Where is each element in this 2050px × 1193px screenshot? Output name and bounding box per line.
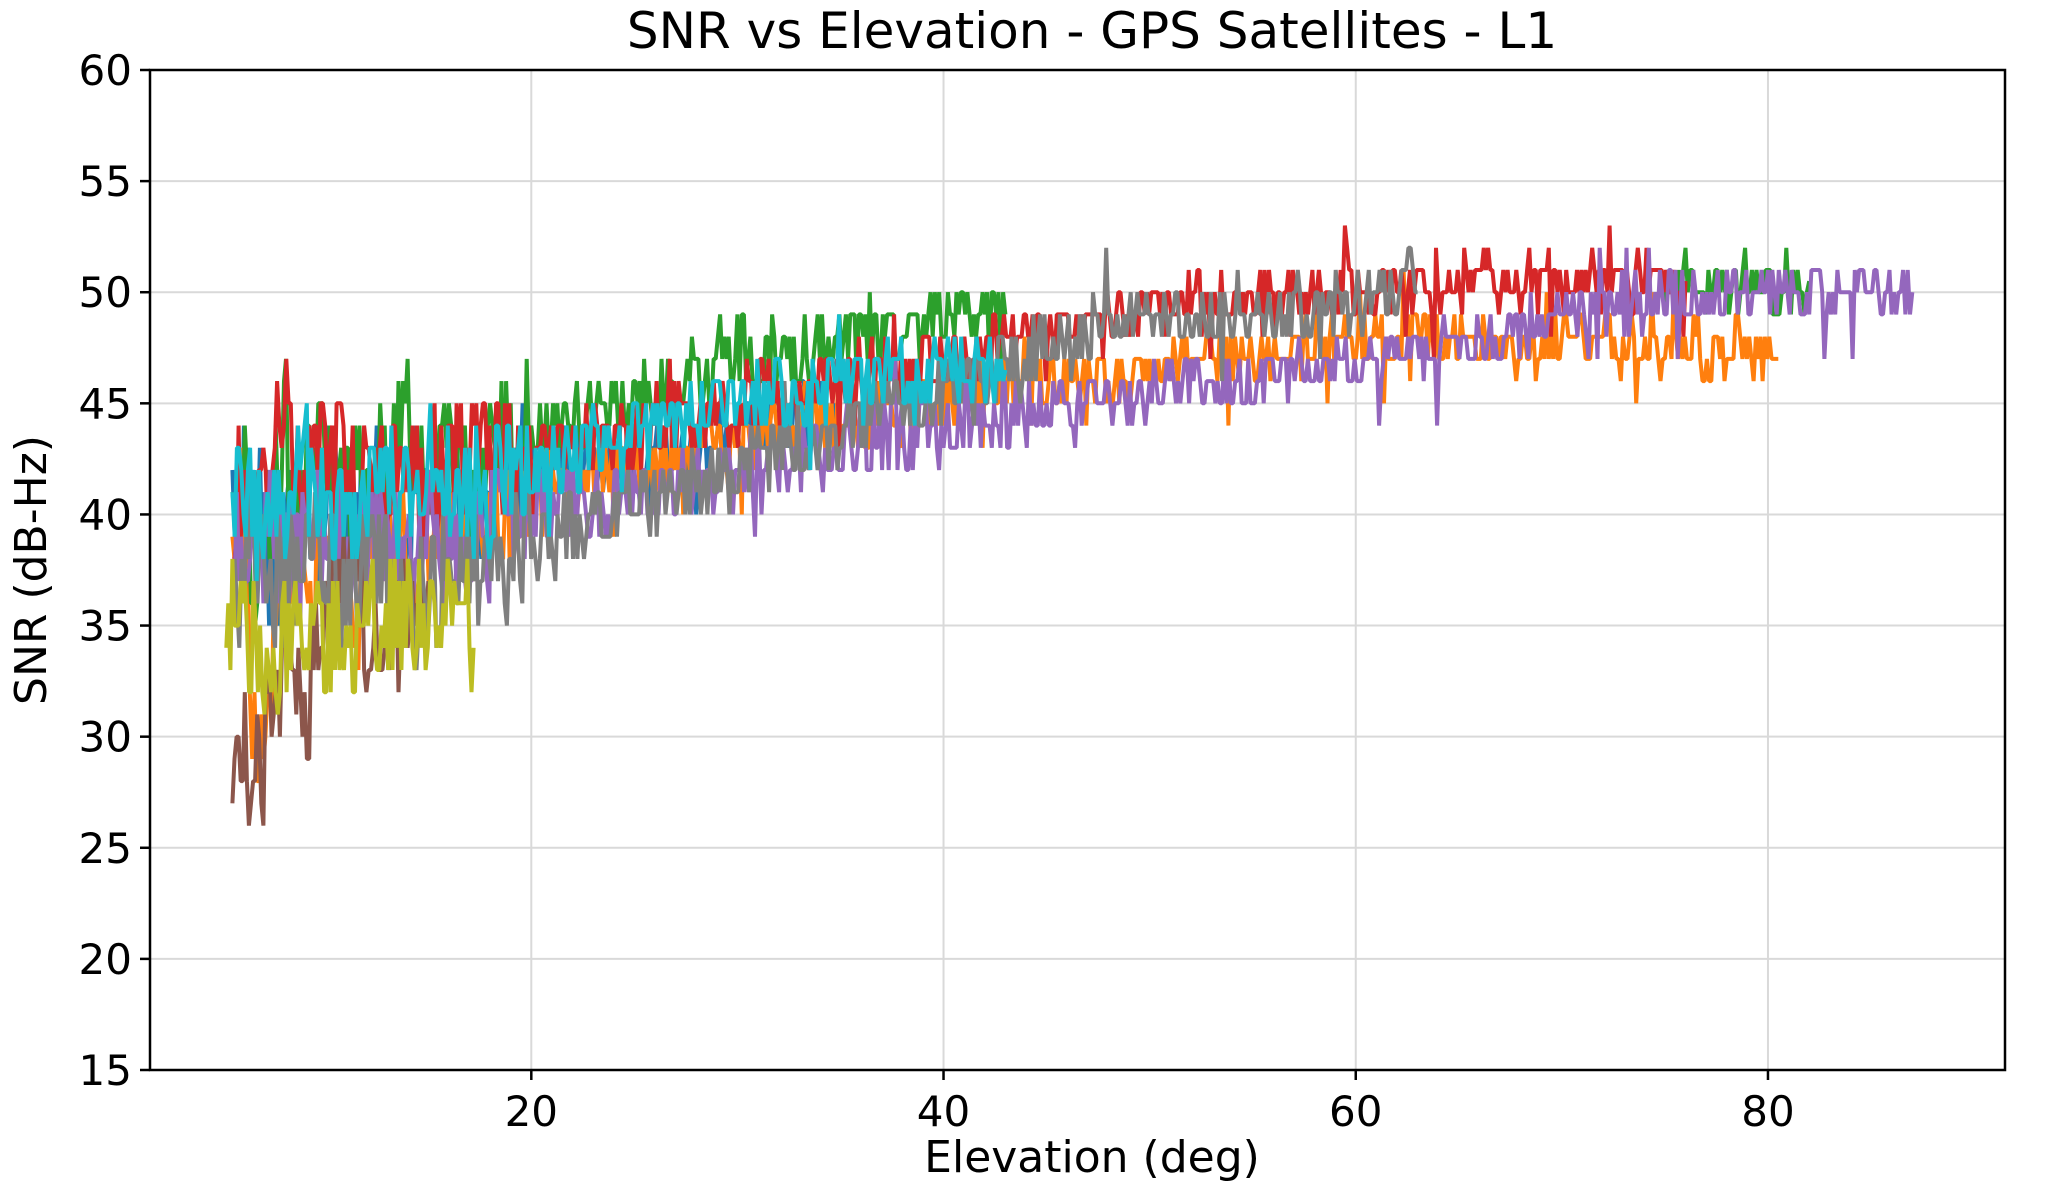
plot-frame <box>148 68 2007 1072</box>
x-tick-label: 60 <box>1329 1087 1382 1136</box>
series-layer <box>224 225 1915 826</box>
series-line <box>224 558 476 715</box>
y-tick-label: 55 <box>79 157 132 206</box>
series-line <box>230 314 1008 582</box>
tick-layer: 15 20 25 30 35 40 45 50 55 60 20 40 60 80 <box>79 46 1795 1136</box>
x-tick-label: 40 <box>917 1087 970 1136</box>
series-line <box>230 290 1008 626</box>
y-tick-label: 25 <box>79 824 132 873</box>
y-tick-label: 30 <box>79 713 132 762</box>
chart-title: SNR vs Elevation - GPS Satellites - L1 <box>627 2 1557 60</box>
y-tick-label: 50 <box>79 268 132 317</box>
x-tick-label: 20 <box>505 1087 558 1136</box>
y-tick-label: 40 <box>79 490 132 539</box>
y-axis-label: SNR (dB-Hz) <box>6 435 57 705</box>
y-tick-label: 15 <box>79 1046 132 1095</box>
y-tick-label: 20 <box>79 935 132 984</box>
x-tick-label: 80 <box>1741 1087 1794 1136</box>
x-axis-label: Elevation (deg) <box>924 1132 1260 1183</box>
y-tick-label: 45 <box>79 379 132 428</box>
y-tick-label: 60 <box>79 46 132 95</box>
y-tick-label: 35 <box>79 602 132 651</box>
